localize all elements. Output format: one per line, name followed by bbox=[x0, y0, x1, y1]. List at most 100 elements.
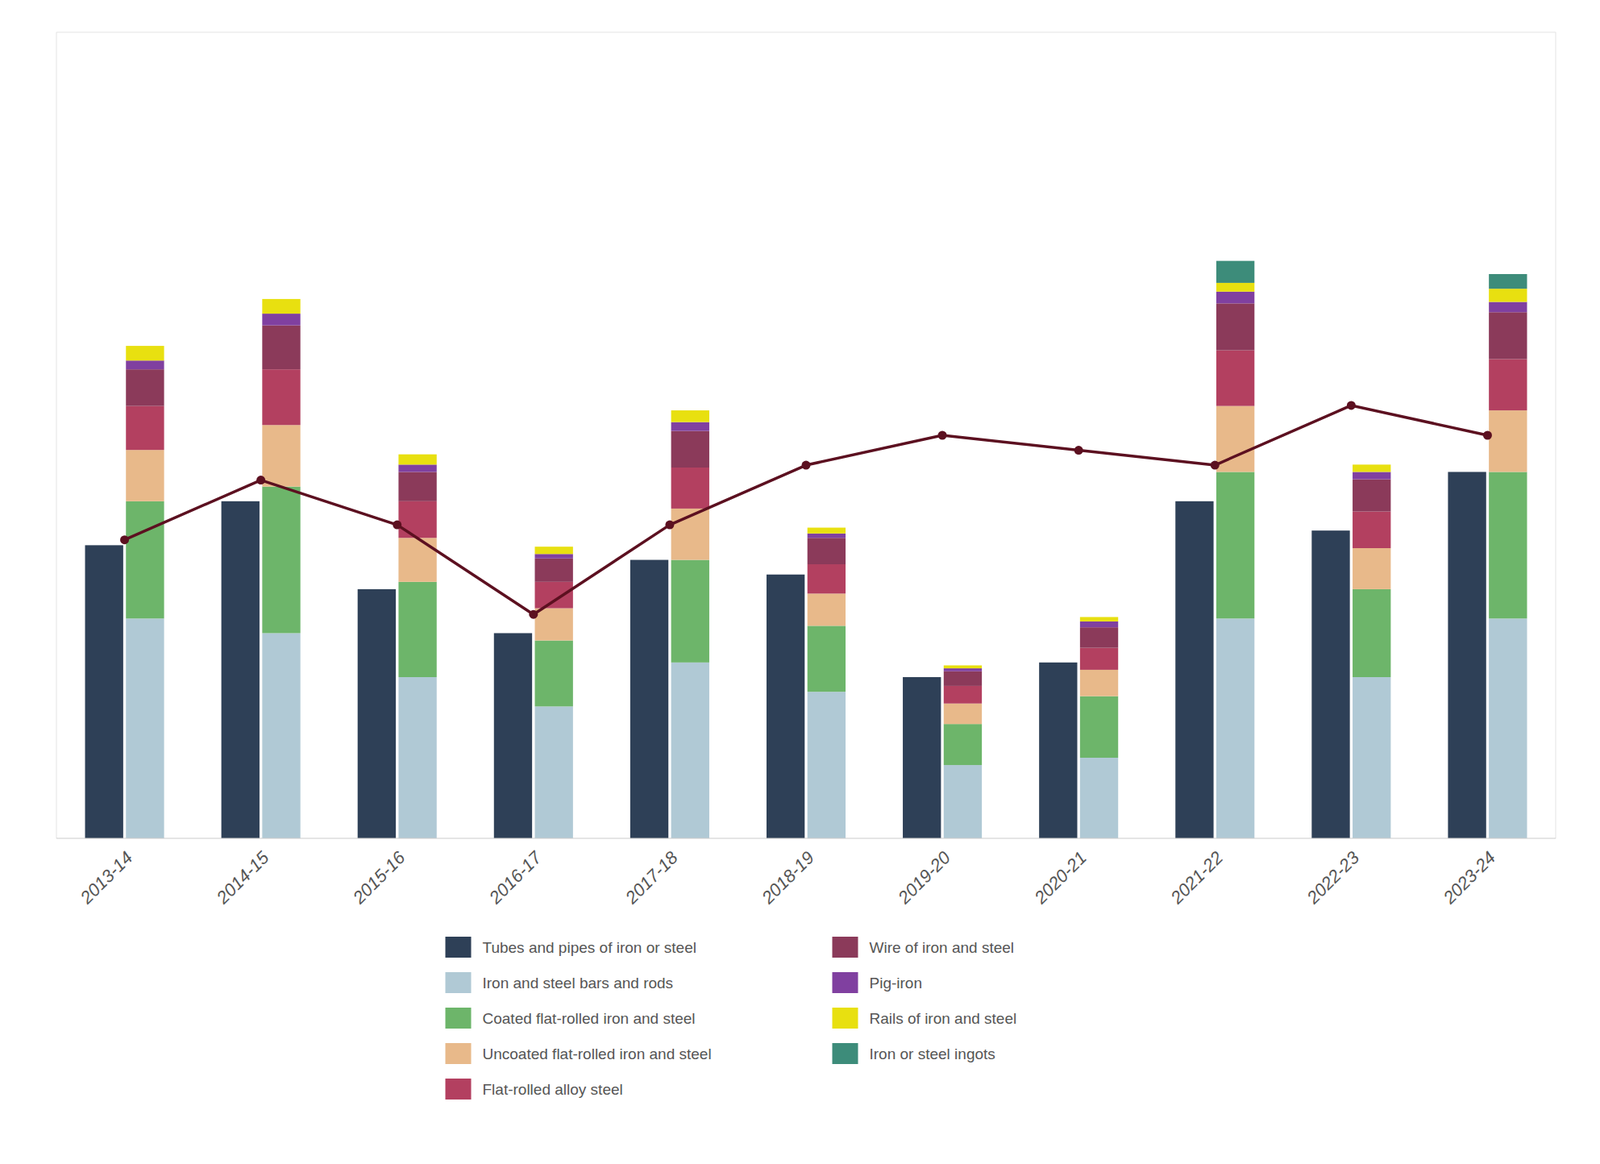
bar bbox=[125, 406, 164, 451]
bar bbox=[261, 486, 300, 634]
bar bbox=[807, 593, 846, 626]
legend-label: Flat-rolled alloy steel bbox=[482, 1080, 624, 1098]
bar bbox=[943, 664, 982, 666]
line-marker bbox=[392, 520, 402, 530]
bar bbox=[125, 618, 164, 839]
bar bbox=[1488, 288, 1527, 302]
legend-label: Coated flat-rolled iron and steel bbox=[482, 1009, 696, 1027]
bar bbox=[125, 360, 164, 370]
bar bbox=[535, 546, 574, 548]
bar bbox=[671, 422, 710, 432]
x-tick-label: 2019-20 bbox=[893, 847, 955, 909]
bar bbox=[1080, 627, 1118, 648]
bar bbox=[1080, 648, 1118, 670]
bar bbox=[535, 553, 574, 558]
bar bbox=[1175, 501, 1214, 839]
bar bbox=[535, 581, 574, 609]
bar bbox=[398, 464, 437, 472]
line-marker bbox=[1483, 431, 1492, 441]
x-tick-label: 2013-14 bbox=[75, 847, 137, 908]
legend-swatch bbox=[445, 1043, 472, 1064]
legend-swatch bbox=[445, 936, 472, 958]
legend-label: Tubes and pipes of iron or steel bbox=[482, 939, 697, 956]
bar bbox=[807, 527, 846, 534]
bar bbox=[1080, 669, 1118, 697]
bar bbox=[1352, 511, 1391, 549]
bar bbox=[1080, 696, 1118, 758]
bar bbox=[1488, 471, 1527, 619]
legend-swatch bbox=[832, 1007, 859, 1029]
line-marker bbox=[802, 461, 811, 470]
bar bbox=[1038, 662, 1077, 839]
bar bbox=[1216, 261, 1255, 283]
x-tick-label: 2016-17 bbox=[484, 847, 546, 909]
bar bbox=[671, 560, 710, 663]
bar bbox=[1080, 616, 1118, 621]
bar bbox=[943, 668, 982, 672]
legend-swatch bbox=[445, 1007, 472, 1029]
bar bbox=[357, 589, 396, 839]
legend-label: Uncoated flat-rolled iron and steel bbox=[482, 1045, 712, 1063]
bar bbox=[1352, 464, 1391, 472]
bar bbox=[125, 345, 164, 361]
bar bbox=[943, 723, 982, 765]
plot-top-line bbox=[56, 32, 1556, 34]
bar bbox=[943, 764, 982, 839]
y2-axis-line bbox=[1555, 32, 1557, 839]
bar bbox=[807, 625, 846, 692]
bar bbox=[943, 685, 982, 704]
line-marker bbox=[528, 610, 538, 620]
legend-swatch bbox=[445, 1078, 472, 1100]
bar bbox=[1488, 618, 1527, 839]
bar bbox=[1216, 350, 1255, 407]
line bbox=[124, 405, 1488, 615]
line-marker bbox=[938, 431, 948, 441]
bar bbox=[261, 369, 300, 425]
legend-swatch bbox=[445, 972, 472, 994]
bar bbox=[261, 325, 300, 370]
bar bbox=[261, 632, 300, 839]
bar bbox=[261, 313, 300, 326]
bar bbox=[398, 453, 437, 455]
bar bbox=[1488, 410, 1527, 472]
bar bbox=[1447, 471, 1486, 839]
bar bbox=[1216, 471, 1255, 619]
x-tick-label: 2018-19 bbox=[756, 847, 818, 908]
bar bbox=[671, 410, 710, 412]
plot-marks bbox=[85, 261, 1528, 839]
bar bbox=[943, 664, 982, 669]
bar bbox=[1216, 618, 1255, 839]
bar bbox=[807, 691, 846, 839]
legend-label: Iron and steel bars and rods bbox=[482, 974, 674, 992]
legend-label: Iron or steel ingots bbox=[869, 1045, 996, 1063]
legend-label: Wire of iron and steel bbox=[869, 939, 1015, 956]
bar bbox=[1080, 616, 1118, 618]
bar bbox=[1352, 548, 1391, 590]
bar bbox=[85, 544, 124, 839]
x-tick-label: 2022-23 bbox=[1302, 847, 1364, 909]
bar bbox=[494, 632, 532, 839]
bar bbox=[671, 431, 710, 468]
bar bbox=[671, 662, 710, 839]
x-tick-label: 2020-21 bbox=[1030, 847, 1091, 908]
bar bbox=[535, 640, 574, 707]
bar bbox=[398, 501, 437, 538]
bar bbox=[125, 449, 164, 502]
legend: Tubes and pipes of iron or steel Iron and… bbox=[445, 936, 1018, 1100]
bar bbox=[398, 581, 437, 678]
y-axis-line bbox=[56, 32, 58, 839]
line-marker bbox=[1210, 461, 1220, 470]
bar bbox=[398, 677, 437, 839]
bar bbox=[221, 501, 260, 839]
bar bbox=[125, 345, 164, 347]
bar bbox=[1488, 274, 1527, 289]
x-tick-label: 2021-22 bbox=[1166, 847, 1227, 908]
bar bbox=[535, 558, 574, 582]
line-marker bbox=[1074, 445, 1084, 455]
bar bbox=[1488, 311, 1527, 359]
bar bbox=[398, 454, 437, 466]
bar bbox=[1488, 358, 1527, 411]
bar bbox=[943, 703, 982, 724]
bar bbox=[807, 533, 846, 538]
x-tick-label: 2015-16 bbox=[348, 847, 410, 909]
